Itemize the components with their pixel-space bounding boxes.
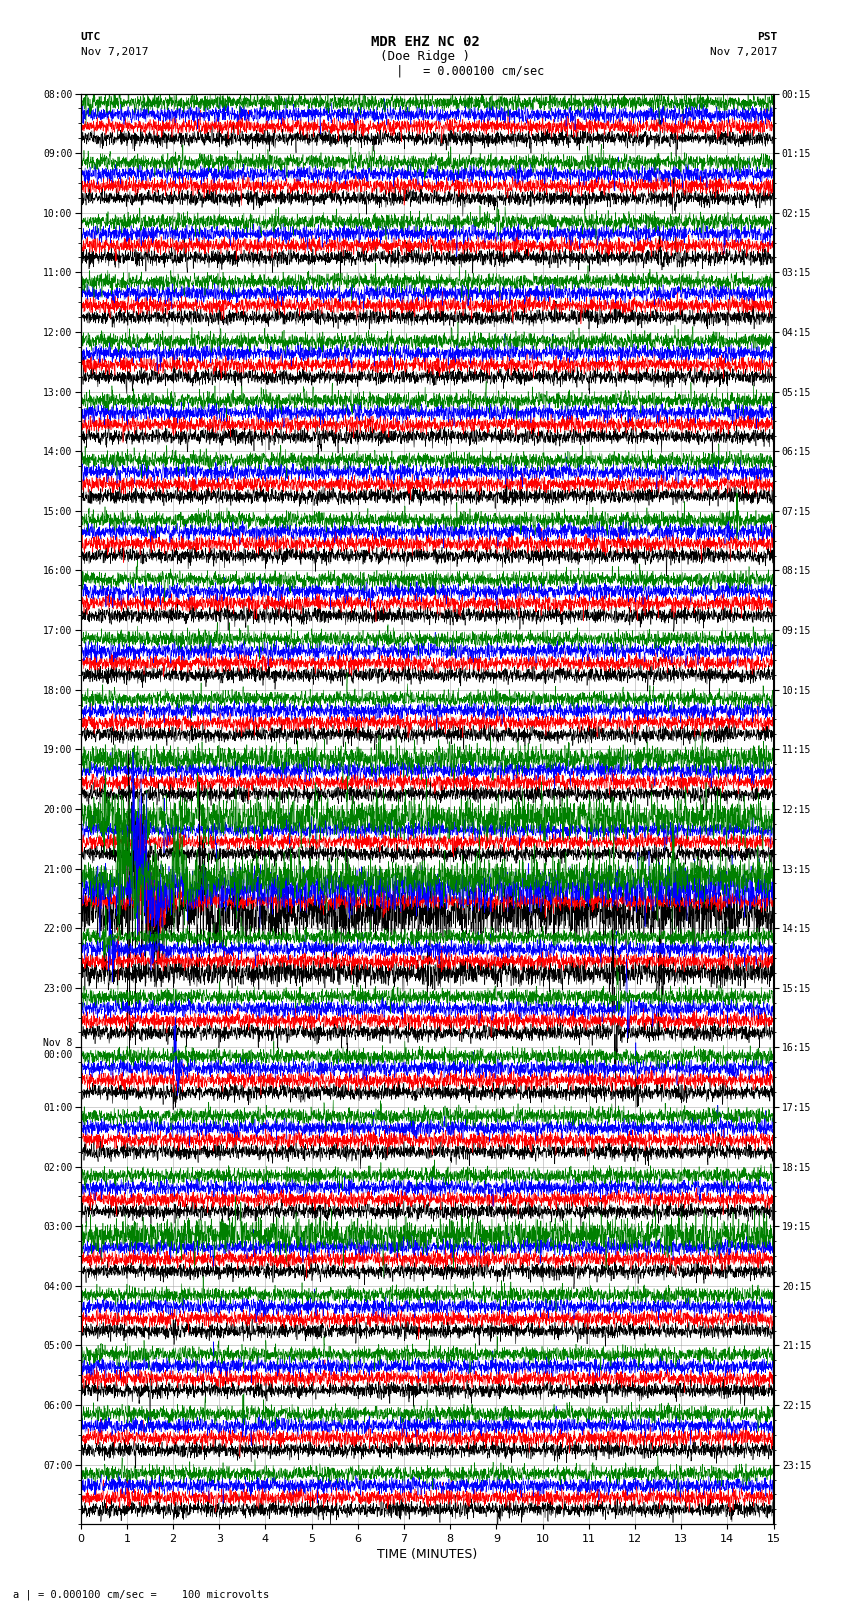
Text: Nov 7,2017: Nov 7,2017 (81, 47, 148, 56)
Text: MDR EHZ NC 02: MDR EHZ NC 02 (371, 35, 479, 50)
Text: a | = 0.000100 cm/sec =    100 microvolts: a | = 0.000100 cm/sec = 100 microvolts (13, 1589, 269, 1600)
Text: = 0.000100 cm/sec: = 0.000100 cm/sec (416, 65, 545, 77)
X-axis label: TIME (MINUTES): TIME (MINUTES) (377, 1548, 477, 1561)
Text: |: | (396, 65, 403, 77)
Text: Nov 7,2017: Nov 7,2017 (711, 47, 778, 56)
Text: (Doe Ridge ): (Doe Ridge ) (380, 50, 470, 63)
Text: PST: PST (757, 32, 778, 42)
Text: UTC: UTC (81, 32, 101, 42)
